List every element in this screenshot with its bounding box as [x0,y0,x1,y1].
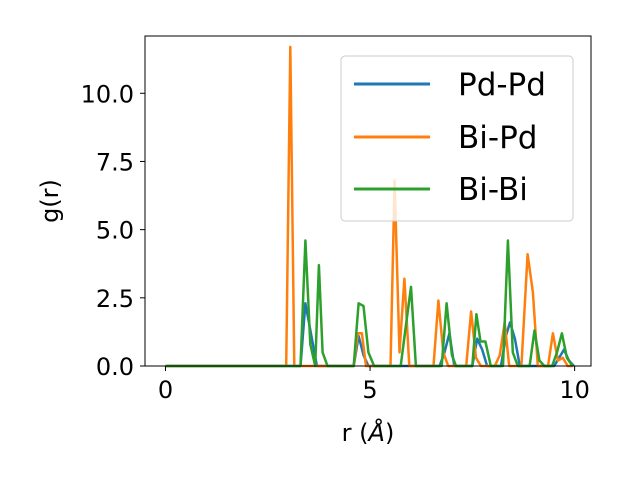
x-tick-label: 10 [559,376,590,404]
series-line-bi-bi [165,239,574,368]
tick-layer: 0 5 10 0.0 2.5 5.0 7.5 10.0 [81,80,590,404]
y-axis-label: g(r) [36,179,64,223]
legend-box [340,55,574,222]
x-axis-label: r (Å) [342,418,395,447]
y-tick-label: 2.5 [96,285,134,313]
y-tick-label: 7.5 [96,148,134,176]
legend-label-bi-bi: Bi-Bi [458,172,528,208]
x-axis-label-unit: Å [367,418,385,447]
y-tick-label: 10.0 [81,80,134,108]
plot-frame [144,35,592,367]
legend-label-bi-pd: Bi-Pd [458,120,537,156]
legend: Pd-Pd Bi-Pd Bi-Bi [340,55,574,222]
x-axis-label-suffix: ) [385,419,394,447]
x-tick-label: 0 [158,376,173,404]
x-axis-label-prefix: r ( [342,419,369,447]
legend-label-pd-pd: Pd-Pd [458,67,546,103]
y-tick-label: 0.0 [96,353,134,381]
x-tick-label: 5 [362,376,377,404]
y-tick-label: 5.0 [96,217,134,245]
